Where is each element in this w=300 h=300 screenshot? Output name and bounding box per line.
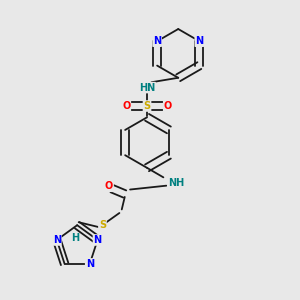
Text: O: O	[164, 101, 172, 111]
Text: N: N	[94, 235, 102, 245]
Text: N: N	[195, 36, 203, 46]
Text: N: N	[53, 235, 61, 245]
Text: HN: HN	[139, 82, 155, 93]
Text: S: S	[143, 101, 151, 111]
Text: NH: NH	[168, 178, 184, 188]
Text: N: N	[153, 36, 161, 46]
Text: O: O	[105, 181, 113, 191]
Text: N: N	[86, 259, 94, 269]
Text: O: O	[122, 101, 130, 111]
Text: S: S	[99, 220, 106, 230]
Text: H: H	[71, 233, 79, 244]
